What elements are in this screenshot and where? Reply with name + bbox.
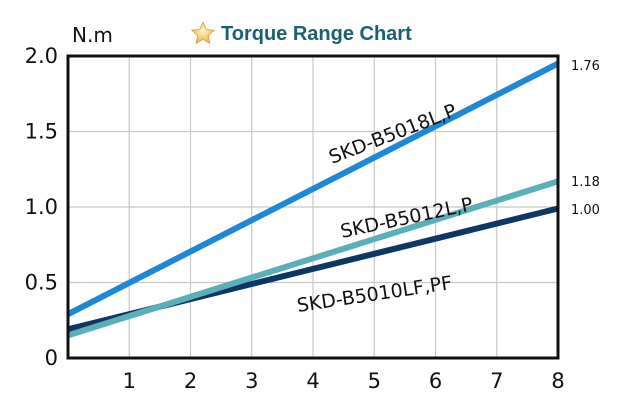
x-tick-label: 1: [123, 369, 136, 393]
series-line: [67, 178, 559, 339]
tick-labels: 1 2 3 4 5 6 7 8 0 0.5 1.0 1.5 2.0: [25, 44, 565, 393]
y-tick-label: 0.5: [25, 271, 58, 295]
series-lines: [66, 60, 560, 339]
y-tick-label: 1.0: [25, 195, 58, 219]
star-icon: [190, 21, 216, 45]
end-value-labels: 1.76 1.18 1.00: [571, 59, 600, 218]
chart-title: Torque Range Chart: [221, 23, 412, 45]
series-name-label: SKD-B5018L,P: [326, 100, 460, 169]
series-end-value-label: 1.18: [571, 175, 600, 190]
y-tick-label: 1.5: [25, 120, 58, 144]
x-tick-label: 3: [245, 369, 258, 393]
x-tick-label: 6: [429, 369, 442, 393]
y-tick-label: 0: [45, 346, 58, 370]
x-tick-label: 7: [490, 369, 503, 393]
series-end-value-label: 1.00: [571, 203, 600, 218]
series-line: [66, 60, 560, 317]
y-axis-unit-label: N.m: [72, 23, 113, 47]
x-tick-label: 4: [306, 369, 319, 393]
series-end-value-label: 1.76: [571, 59, 600, 74]
plot-frame: [66, 54, 560, 360]
x-tick-label: 5: [368, 369, 381, 393]
x-tick-label: 2: [184, 369, 197, 393]
x-tick-label: 8: [551, 369, 564, 393]
y-tick-label: 2.0: [25, 44, 58, 68]
chart-title-group: Torque Range Chart: [190, 21, 412, 45]
